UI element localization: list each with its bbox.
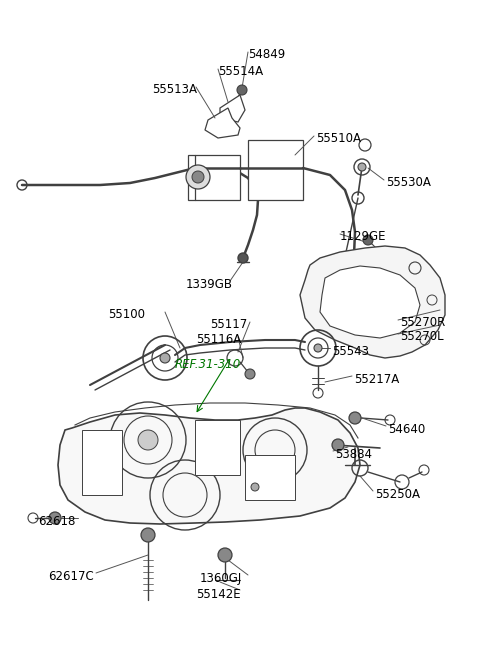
Text: 55117: 55117: [210, 318, 247, 331]
Text: 55217A: 55217A: [354, 373, 399, 386]
Polygon shape: [300, 246, 445, 358]
Polygon shape: [58, 408, 360, 524]
Polygon shape: [320, 266, 420, 338]
Polygon shape: [220, 95, 245, 122]
Text: 55142E: 55142E: [196, 588, 240, 601]
Text: 62618: 62618: [38, 515, 75, 528]
Circle shape: [251, 483, 259, 491]
Circle shape: [332, 439, 344, 451]
Circle shape: [141, 528, 155, 542]
Circle shape: [160, 353, 170, 363]
Text: 55543: 55543: [332, 345, 369, 358]
Text: 62617C: 62617C: [48, 570, 94, 583]
Text: 55100: 55100: [108, 308, 145, 321]
Text: 54640: 54640: [388, 423, 425, 436]
Circle shape: [218, 548, 232, 562]
Text: 55530A: 55530A: [386, 176, 431, 189]
Text: 1339GB: 1339GB: [186, 278, 233, 291]
Circle shape: [314, 344, 322, 352]
Circle shape: [245, 369, 255, 379]
Bar: [195, 420, 240, 475]
Text: 55510A: 55510A: [316, 132, 361, 145]
Bar: [245, 455, 295, 500]
Text: 1129GE: 1129GE: [340, 230, 386, 243]
Bar: [188, 155, 240, 200]
Text: 55270L: 55270L: [400, 330, 444, 343]
Text: 55270R: 55270R: [400, 316, 445, 329]
Circle shape: [349, 412, 361, 424]
Circle shape: [192, 171, 204, 183]
Polygon shape: [205, 108, 240, 138]
Circle shape: [186, 165, 210, 189]
Text: REF.31-310: REF.31-310: [175, 358, 241, 371]
Circle shape: [49, 512, 61, 524]
Circle shape: [237, 85, 247, 95]
Text: 53884: 53884: [335, 448, 372, 461]
Circle shape: [138, 430, 158, 450]
Text: 55514A: 55514A: [218, 65, 263, 78]
Circle shape: [363, 235, 373, 245]
Circle shape: [358, 163, 366, 171]
Text: 55513A: 55513A: [152, 83, 197, 96]
Text: 54849: 54849: [248, 48, 285, 61]
Text: 55116A: 55116A: [196, 333, 241, 346]
Text: 1360GJ: 1360GJ: [200, 572, 242, 585]
Bar: [248, 140, 303, 200]
Bar: [82, 430, 122, 495]
Text: 55250A: 55250A: [375, 488, 420, 501]
Circle shape: [238, 253, 248, 263]
